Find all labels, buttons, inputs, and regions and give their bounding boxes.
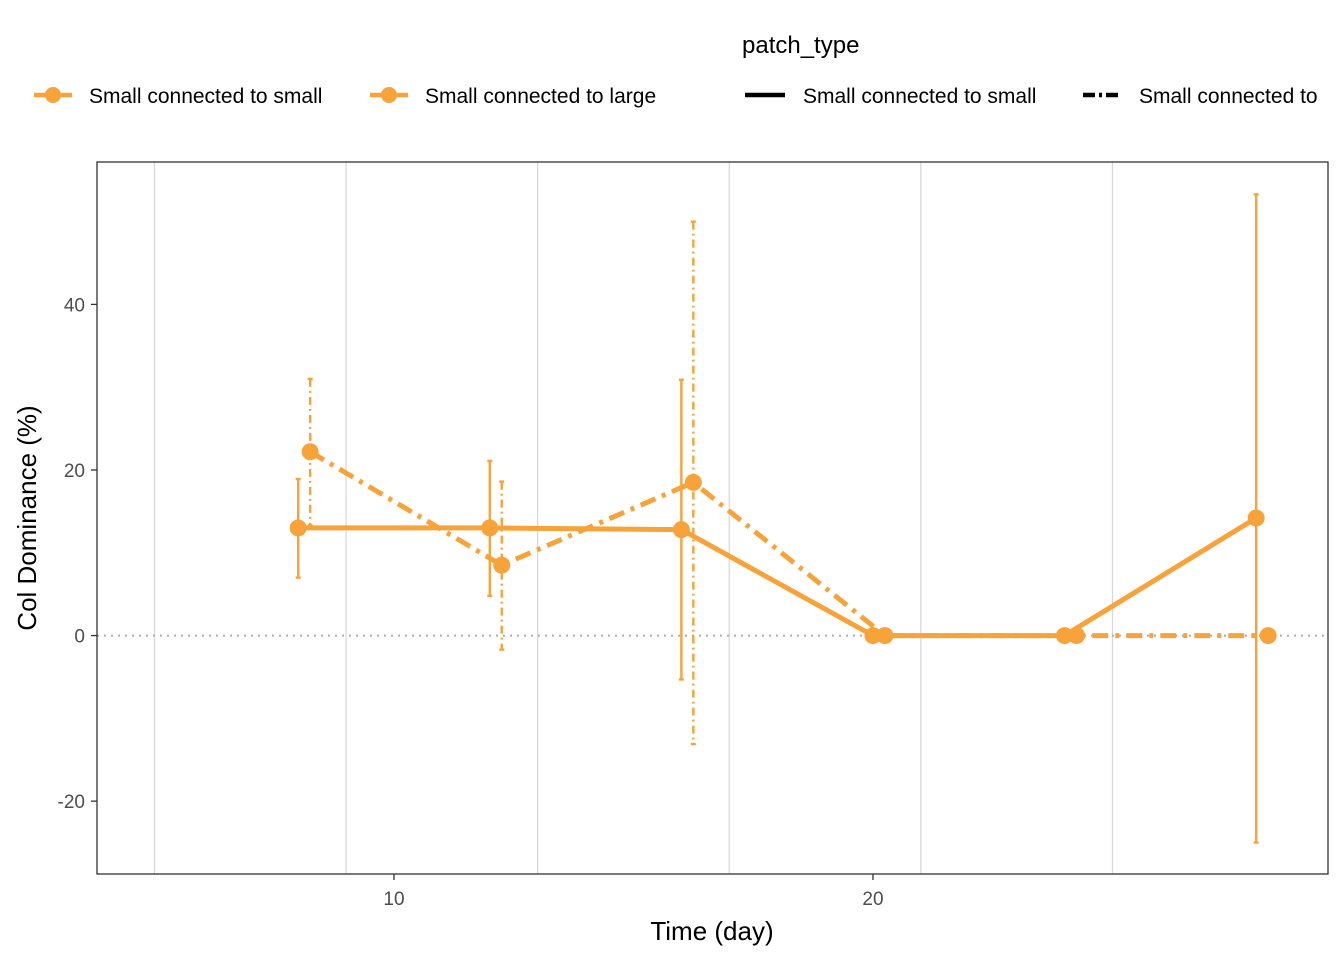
x-axis-title: Time (day) bbox=[650, 916, 773, 946]
data-point bbox=[876, 627, 894, 645]
legend-title: patch_type bbox=[742, 32, 859, 59]
legend-color-label-1: Small connected to small bbox=[89, 85, 322, 108]
legend-color-entry-1: Small connected to small bbox=[34, 85, 322, 108]
legend-linetype-entry-1: Small connected to small bbox=[745, 85, 1036, 108]
y-axis-title: Col Dominance (%) bbox=[12, 405, 42, 630]
x-tick-label: 20 bbox=[862, 889, 883, 910]
y-tick-label: 40 bbox=[64, 295, 85, 316]
legend-linetype-label-2: Small connected to bbox=[1139, 85, 1318, 108]
legend-color-key-point-2 bbox=[381, 87, 397, 103]
legend: patch_type Small connected to small Smal… bbox=[34, 32, 1318, 108]
y-tick-label: 20 bbox=[64, 461, 85, 482]
data-point bbox=[1259, 627, 1277, 645]
x-tick-label: 10 bbox=[383, 889, 404, 910]
data-point bbox=[1068, 627, 1086, 645]
series-line bbox=[298, 515, 1258, 639]
minor-gridlines bbox=[153, 162, 1114, 874]
data-point bbox=[481, 519, 499, 537]
series-line bbox=[308, 449, 1269, 639]
data-point bbox=[301, 443, 319, 461]
data-point bbox=[684, 473, 702, 491]
y-axis: -20 0 20 40 bbox=[58, 295, 97, 813]
data-point bbox=[289, 519, 307, 537]
data-point bbox=[493, 556, 511, 574]
x-axis: 10 20 bbox=[383, 874, 884, 910]
legend-color-label-2: Small connected to large bbox=[425, 85, 656, 108]
legend-color-entry-2: Small connected to large bbox=[370, 85, 656, 108]
series-2 bbox=[301, 220, 1277, 746]
series-layer bbox=[289, 193, 1277, 844]
panel-border bbox=[96, 161, 1329, 875]
data-point bbox=[864, 627, 882, 645]
series-1 bbox=[289, 193, 1265, 844]
plot-panel bbox=[96, 161, 1329, 875]
y-tick-label: -20 bbox=[58, 792, 85, 813]
legend-linetype-entry-2: Small connected to bbox=[1083, 85, 1318, 108]
data-point bbox=[1247, 509, 1265, 527]
legend-color-key-point-1 bbox=[45, 87, 61, 103]
legend-linetype-label-1: Small connected to small bbox=[803, 85, 1036, 108]
y-tick-label: 0 bbox=[74, 627, 85, 648]
data-point bbox=[672, 521, 690, 539]
